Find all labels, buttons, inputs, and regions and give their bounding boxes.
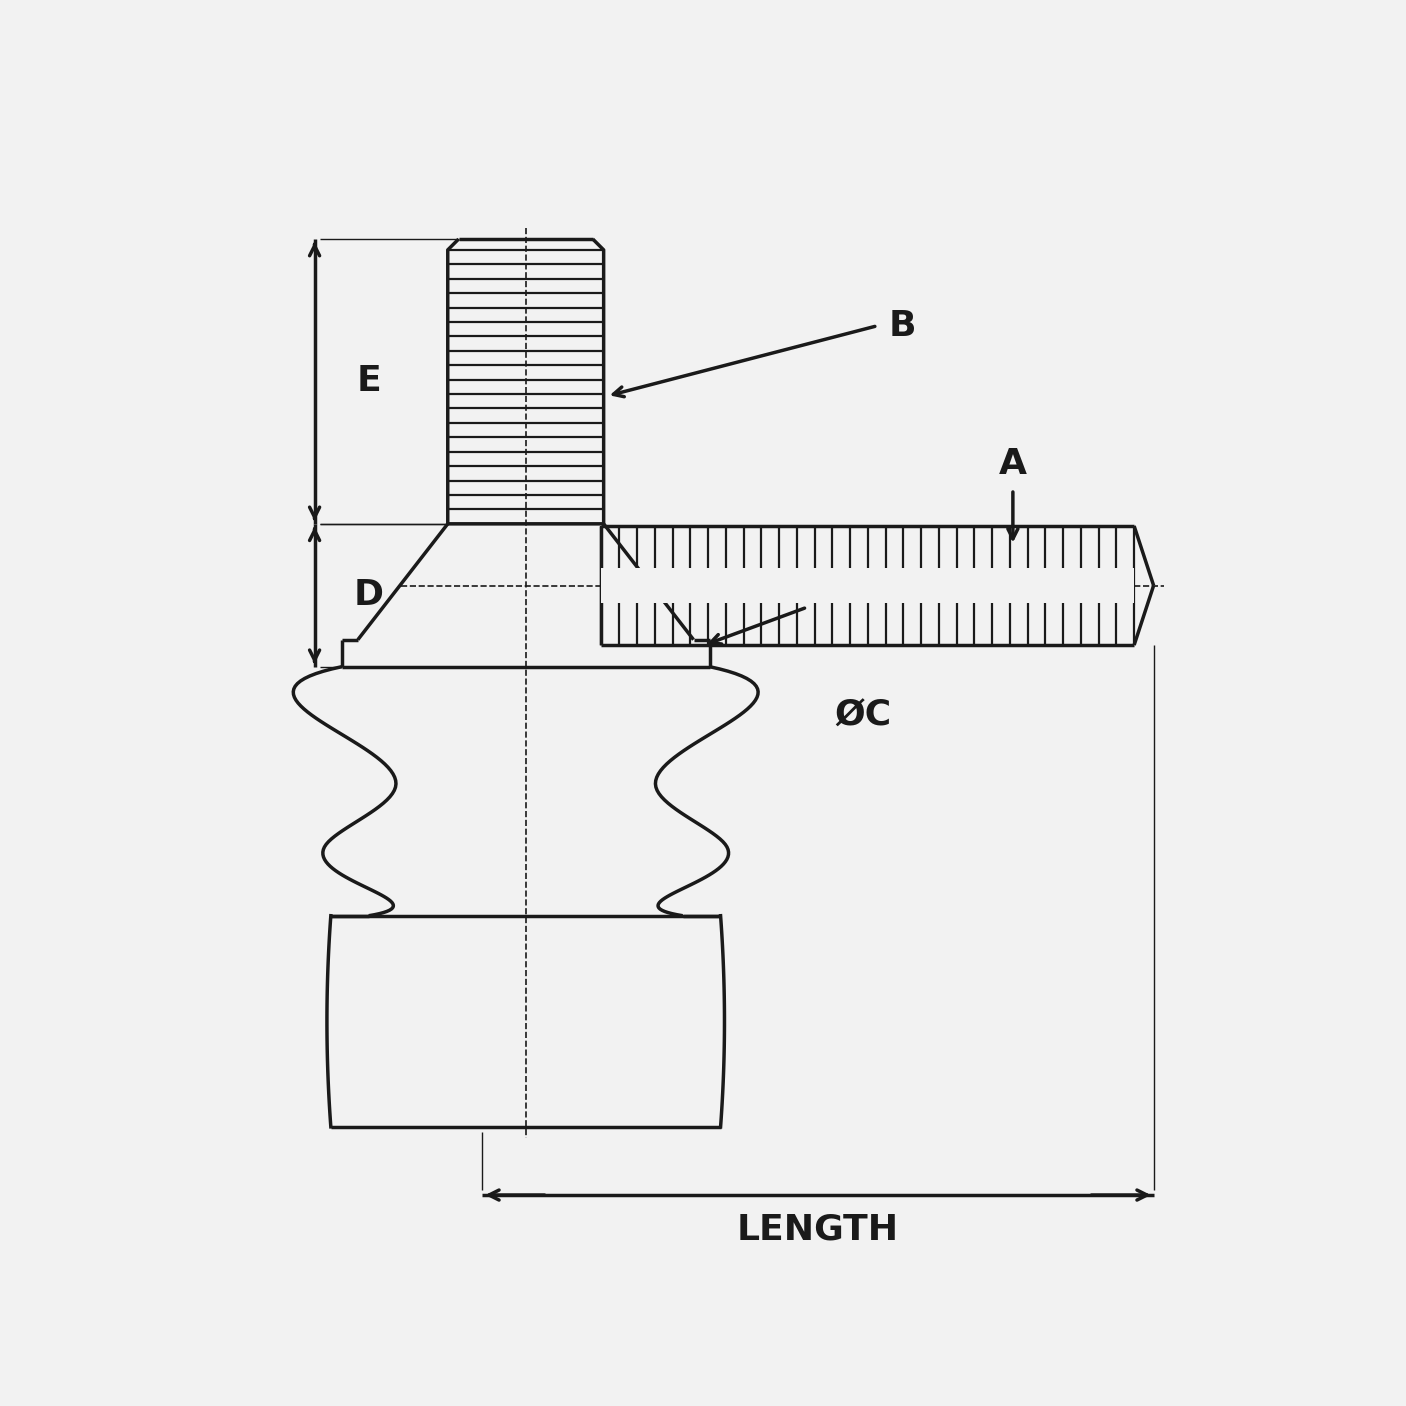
Text: D: D xyxy=(354,578,384,612)
Text: E: E xyxy=(356,364,381,398)
Text: A: A xyxy=(998,447,1026,481)
Text: B: B xyxy=(889,309,915,343)
Text: LENGTH: LENGTH xyxy=(737,1213,898,1247)
Bar xyxy=(602,568,1135,603)
Text: ØC: ØC xyxy=(834,699,891,733)
